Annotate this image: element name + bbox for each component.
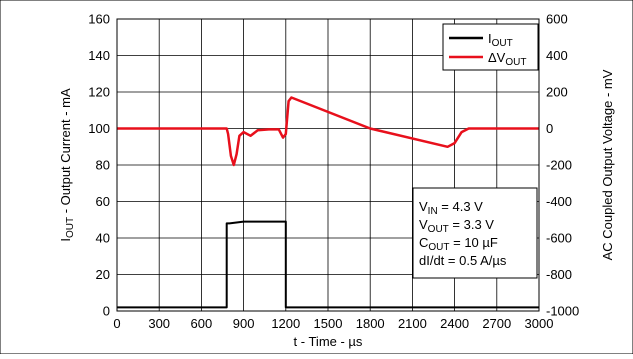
y-left-tick-label: 60 <box>96 194 110 209</box>
y-right-tick-label: 0 <box>546 121 553 136</box>
y-right-tick-label: -400 <box>546 194 572 209</box>
plot-border <box>116 18 540 312</box>
condition-rest: = 3.3 V <box>449 217 494 232</box>
y-right-tick-label: -800 <box>546 267 572 282</box>
y-left-tick-label: 120 <box>88 85 110 100</box>
series-line-dvout <box>117 96 539 167</box>
condition-sub: OUT <box>428 224 449 235</box>
condition-main: V <box>419 217 428 232</box>
y-left-tick-label: 0 <box>103 304 110 319</box>
y-left-axis-label: IOUT - Output Current - mA <box>58 88 76 242</box>
y-left-label-sub: OUT <box>65 217 76 238</box>
x-tick-label: 1800 <box>356 316 385 331</box>
y-left-tick-label: 80 <box>96 158 110 173</box>
x-tick-label: 0 <box>113 316 120 331</box>
x-tick-label: 600 <box>191 316 213 331</box>
y-right-tick-label: -1000 <box>546 304 579 319</box>
condition-main: C <box>419 235 428 250</box>
y-right-tick-label: 200 <box>546 85 568 100</box>
x-tick-label: 1500 <box>314 316 343 331</box>
tick-labels: 0 300 600 900 1200 1500 1800 2100 2400 2700 300002… <box>88 12 579 332</box>
x-tick-label: 2100 <box>398 316 427 331</box>
conditions-frame <box>412 187 538 279</box>
x-tick-label: 3000 <box>525 316 554 331</box>
condition-line: dI/dt = 0.5 A/µs <box>419 253 507 268</box>
legend-entry: IOUT <box>488 31 513 49</box>
y-right-tick-label: -600 <box>546 231 572 246</box>
condition-rest: = 10 µF <box>450 235 498 250</box>
y-left-tick-label: 40 <box>96 231 110 246</box>
condition-line: VIN = 4.3 V <box>419 199 483 217</box>
x-axis-label: t - Time - µs <box>294 334 363 349</box>
x-tick-label: 2400 <box>440 316 469 331</box>
condition-sub: OUT <box>428 242 449 253</box>
x-tick-label: 2700 <box>482 316 511 331</box>
condition-sub: IN <box>428 206 438 217</box>
condition-line: COUT = 10 µF <box>419 235 498 253</box>
legend-entry-sub: OUT <box>505 57 526 68</box>
y-right-tick-label: -200 <box>546 158 572 173</box>
series-layer <box>117 96 539 309</box>
y-left-tick-label: 160 <box>88 12 110 27</box>
legend-entry-main: ΔV <box>488 50 506 65</box>
y-right-tick-label: 600 <box>546 12 568 27</box>
x-tick-label: 900 <box>233 316 255 331</box>
y-right-axis-label: AC Coupled Output Voltage - mV <box>600 69 615 260</box>
legend-entry: ΔVOUT <box>488 50 526 68</box>
y-right-tick-label: 400 <box>546 48 568 63</box>
condition-line: VOUT = 3.3 V <box>419 217 494 235</box>
condition-main: V <box>419 199 428 214</box>
legend-entry-main: I <box>488 31 492 46</box>
y-left-tick-label: 20 <box>96 267 110 282</box>
x-tick-label: 1200 <box>271 316 300 331</box>
x-tick-label: 300 <box>148 316 170 331</box>
condition-main: dI/dt = 0.5 A/µs <box>419 253 507 268</box>
y-left-tick-label: 100 <box>88 121 110 136</box>
y-left-tick-label: 140 <box>88 48 110 63</box>
series-line-iout <box>117 220 539 309</box>
legend-entry-sub: OUT <box>492 38 513 49</box>
y-left-label-rest: - Output Current - mA <box>58 88 73 217</box>
condition-rest: = 4.3 V <box>438 199 483 214</box>
legend-box <box>442 23 539 71</box>
y-left-label-main: I <box>58 238 73 242</box>
